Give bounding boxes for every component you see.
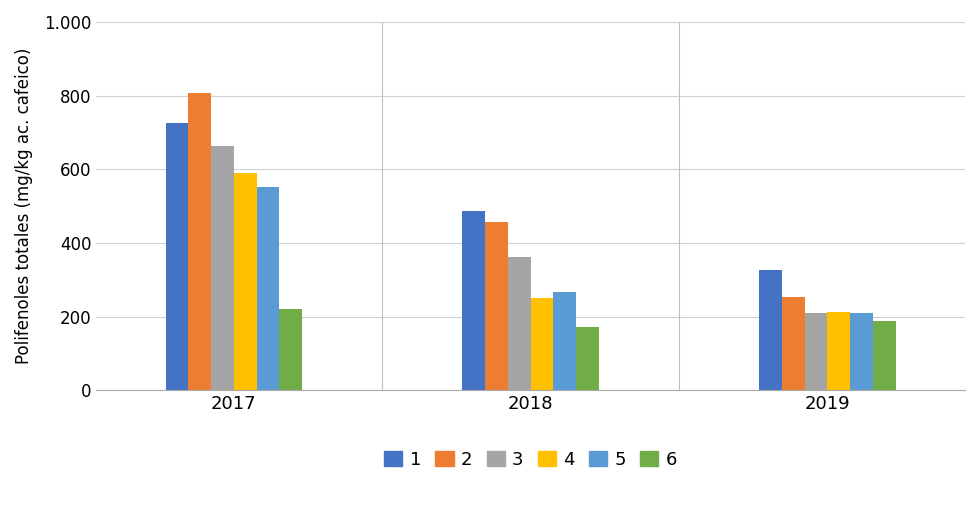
Bar — [805, 313, 827, 390]
Bar — [827, 312, 851, 390]
Bar — [279, 309, 302, 390]
Y-axis label: Polifenoles totales (mg/kg ac. cafeico): Polifenoles totales (mg/kg ac. cafeico) — [15, 48, 33, 364]
Bar — [211, 147, 234, 390]
Bar — [576, 327, 599, 390]
Bar — [508, 257, 531, 390]
Bar — [485, 221, 508, 390]
Bar — [554, 291, 576, 390]
Bar — [782, 297, 805, 390]
Bar — [234, 173, 257, 390]
Bar — [188, 93, 211, 390]
Bar — [463, 211, 485, 390]
Legend: 1, 2, 3, 4, 5, 6: 1, 2, 3, 4, 5, 6 — [377, 443, 684, 476]
Bar — [851, 313, 873, 390]
Bar — [760, 270, 782, 390]
Bar — [166, 122, 188, 390]
Bar — [257, 187, 279, 390]
Bar — [873, 321, 896, 390]
Bar — [531, 298, 554, 390]
